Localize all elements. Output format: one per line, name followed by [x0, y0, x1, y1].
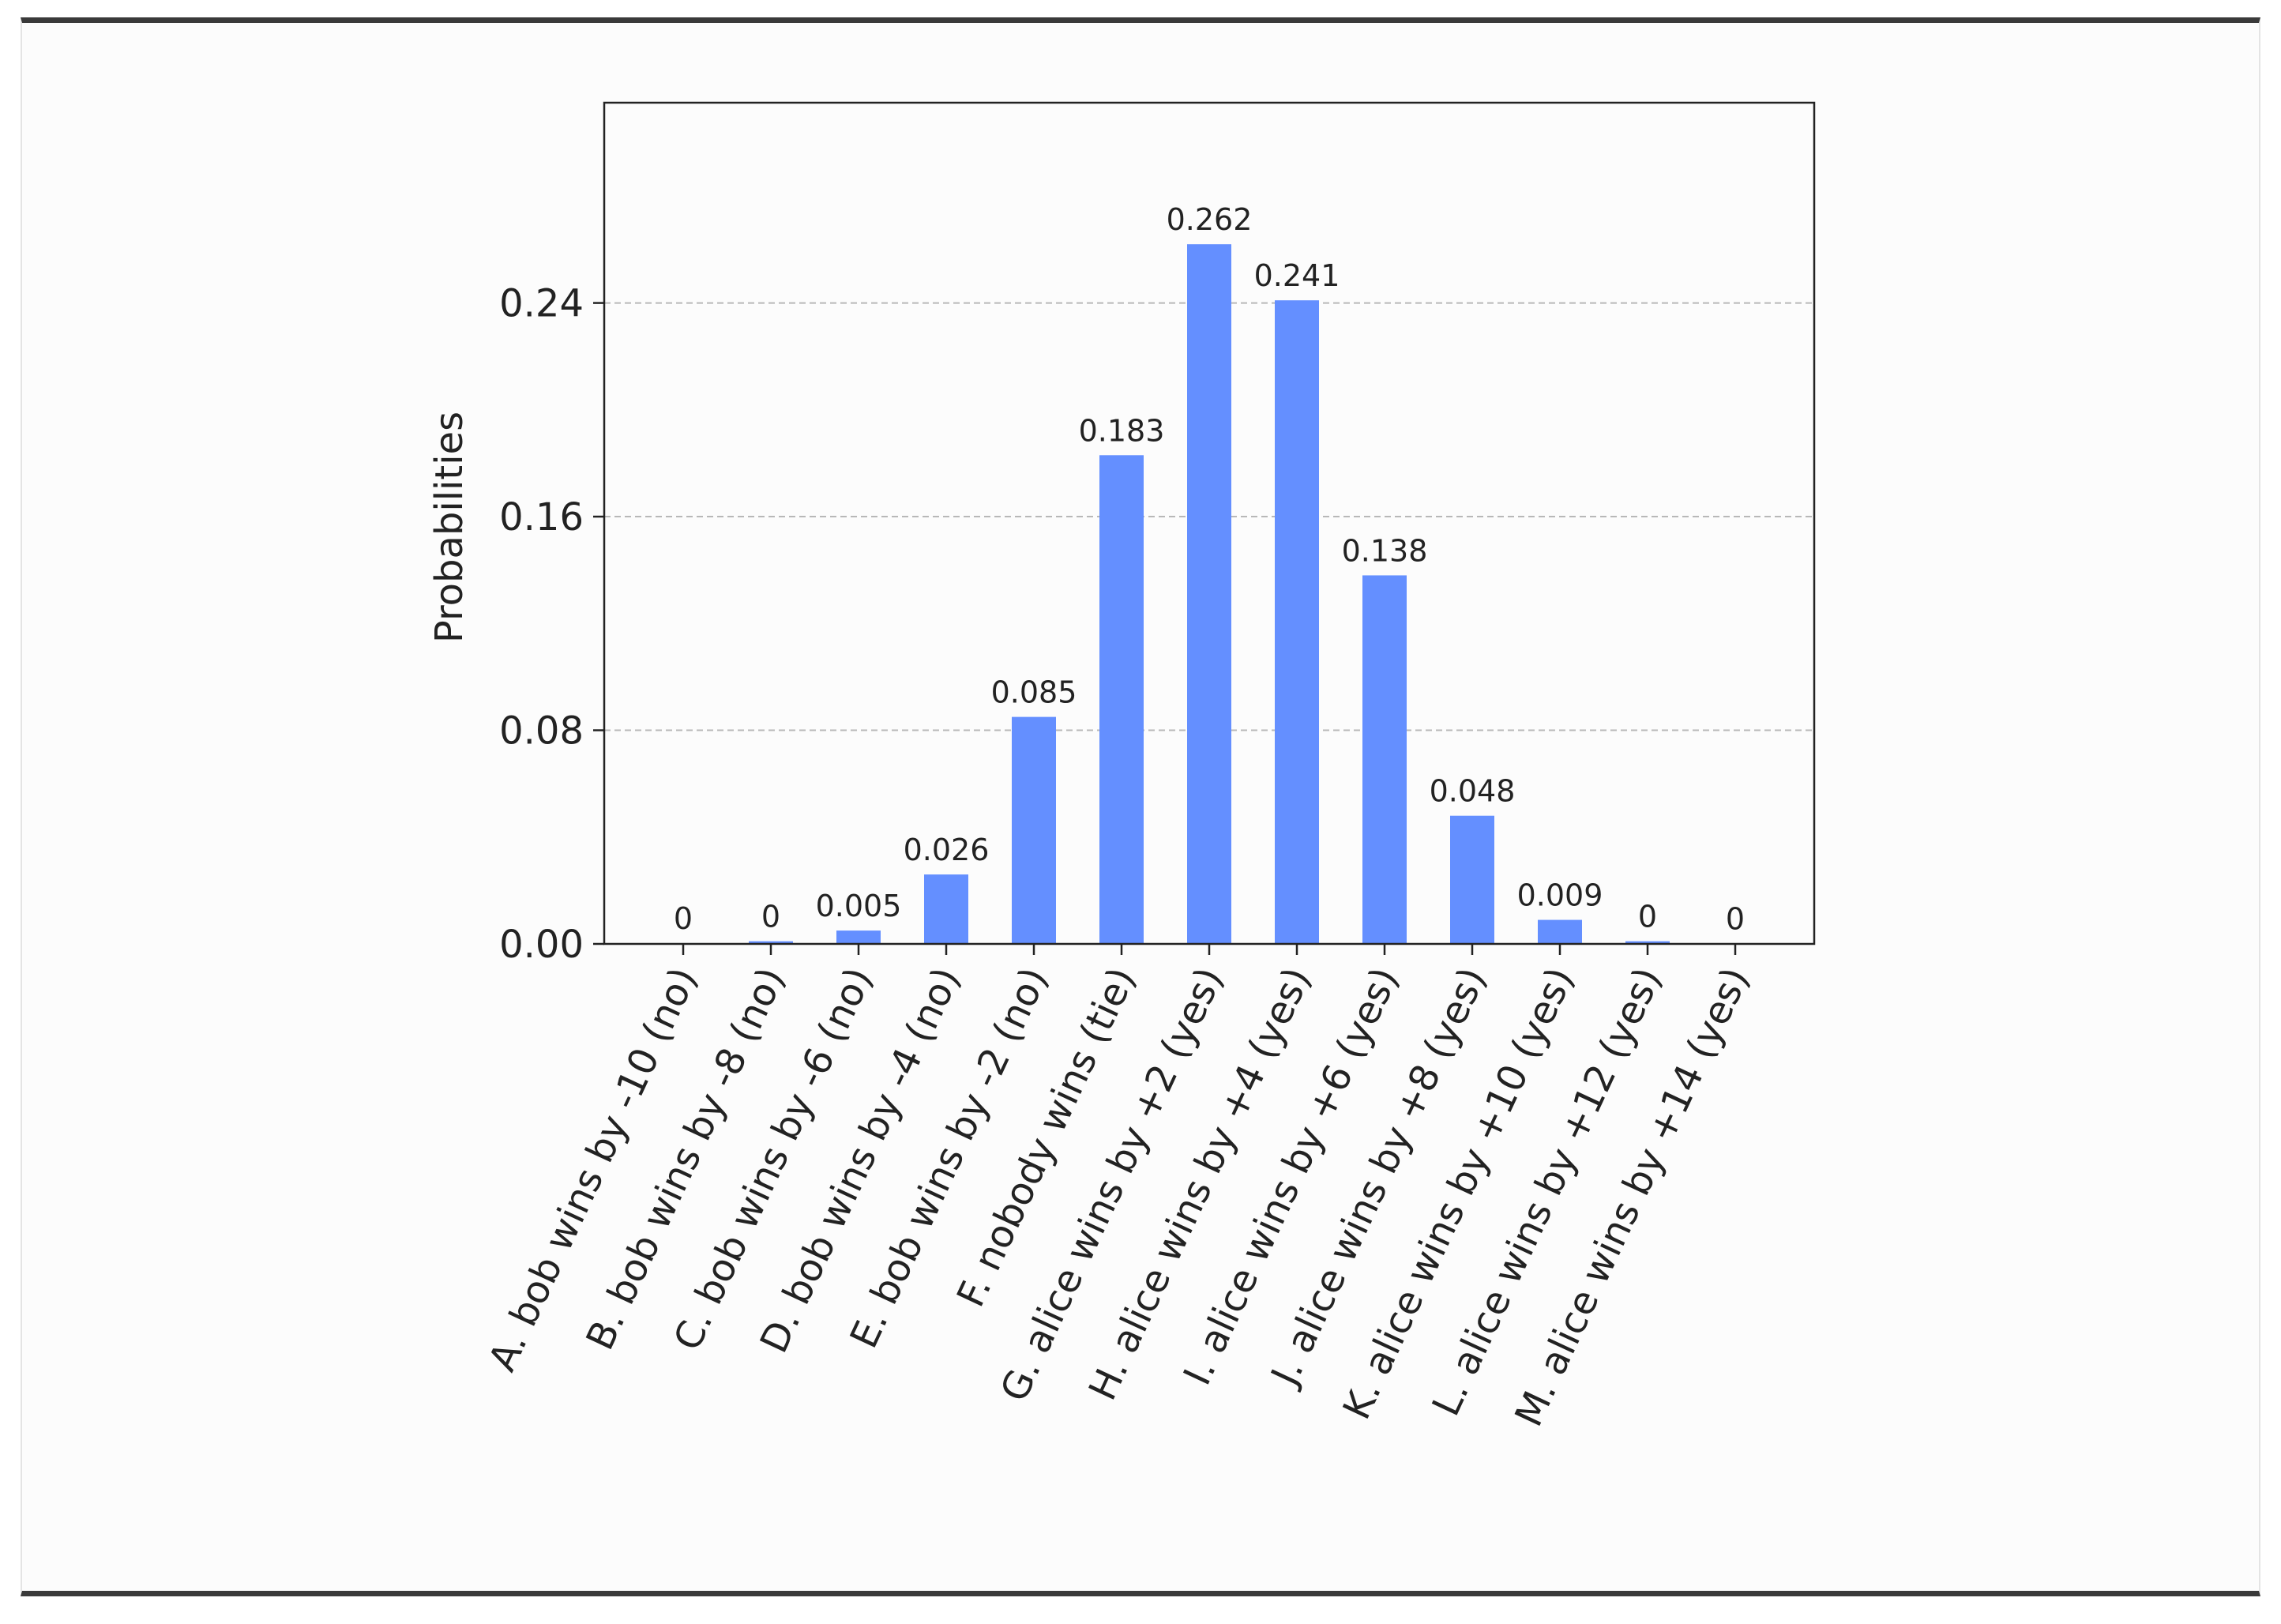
y-axis-title: Probabilities: [427, 412, 472, 643]
y-tick-label: 0.00: [499, 923, 584, 967]
bar: [1625, 941, 1670, 944]
bar-value-label: 0: [1726, 901, 1745, 936]
grid-lines: [604, 302, 1814, 731]
bar-value-label: 0.048: [1430, 774, 1516, 809]
bar: [1450, 815, 1494, 944]
x-axis-ticks: A. bob wins by -10 (no)B. bob wins by -8…: [480, 944, 1758, 1433]
bar: [1099, 455, 1144, 944]
y-tick-label: 0.08: [499, 709, 584, 754]
bar: [749, 941, 793, 944]
bar: [1275, 300, 1319, 944]
y-tick-label: 0.24: [499, 282, 584, 326]
bar-value-label: 0.262: [1167, 202, 1253, 237]
bar-value-label: 0.241: [1254, 258, 1340, 293]
bar-value-label: 0.183: [1079, 413, 1165, 448]
bar: [924, 874, 968, 944]
bar-value-label: 0: [761, 900, 780, 934]
bar: [1362, 575, 1407, 944]
bar-value-label: 0: [674, 901, 693, 936]
bar: [1538, 919, 1582, 944]
bars: [661, 244, 1757, 944]
y-axis-ticks: 0.00 0.08 0.16 0.24: [499, 282, 604, 967]
bar-value-label: 0.138: [1342, 533, 1428, 568]
bar-value-label: 0.026: [904, 833, 990, 867]
bar-value-label: 0.009: [1517, 878, 1603, 913]
bar-value-label: 0.005: [816, 889, 902, 923]
bar: [1012, 716, 1056, 944]
y-tick-label: 0.16: [499, 495, 584, 539]
bar: [1187, 244, 1231, 944]
bar-value-label: 0.085: [991, 675, 1077, 710]
bar: [836, 930, 881, 944]
bar-value-label: 0: [1638, 900, 1657, 934]
